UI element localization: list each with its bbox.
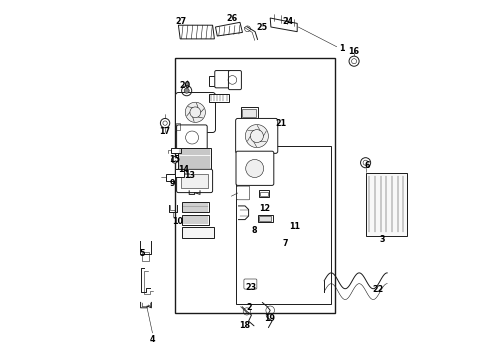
Text: 24: 24 — [283, 17, 294, 26]
Bar — [259, 190, 270, 197]
Circle shape — [172, 157, 178, 163]
Circle shape — [245, 125, 269, 148]
Text: 26: 26 — [226, 14, 237, 23]
FancyBboxPatch shape — [228, 71, 242, 90]
Bar — [366, 173, 407, 236]
Bar — [242, 109, 256, 117]
FancyBboxPatch shape — [244, 279, 257, 289]
Bar — [181, 174, 208, 188]
Polygon shape — [216, 22, 243, 36]
Bar — [175, 58, 335, 313]
Circle shape — [184, 88, 189, 93]
FancyBboxPatch shape — [236, 118, 278, 153]
Bar — [261, 192, 268, 196]
Circle shape — [349, 56, 359, 66]
Text: 9: 9 — [169, 179, 174, 188]
Text: 15: 15 — [170, 155, 180, 163]
Bar — [258, 215, 273, 222]
Text: 1: 1 — [339, 44, 344, 53]
Bar — [176, 123, 180, 130]
Bar — [182, 227, 215, 238]
Text: 11: 11 — [289, 222, 300, 231]
Bar — [259, 216, 271, 221]
FancyBboxPatch shape — [175, 93, 216, 132]
Text: 23: 23 — [245, 283, 257, 292]
Text: 6: 6 — [365, 161, 370, 170]
FancyBboxPatch shape — [215, 71, 231, 88]
Text: 17: 17 — [160, 127, 171, 136]
Text: 27: 27 — [175, 17, 187, 26]
Text: 19: 19 — [264, 314, 275, 323]
Text: 2: 2 — [246, 303, 252, 312]
Text: 10: 10 — [172, 217, 183, 226]
Bar — [166, 174, 175, 181]
Bar — [236, 146, 331, 304]
FancyBboxPatch shape — [176, 125, 207, 149]
Text: 13: 13 — [184, 171, 196, 180]
Bar — [178, 148, 211, 169]
Text: 18: 18 — [240, 321, 250, 330]
Text: 16: 16 — [348, 47, 359, 56]
Text: 7: 7 — [283, 239, 288, 248]
Bar — [171, 148, 181, 153]
Circle shape — [361, 158, 370, 168]
Text: 21: 21 — [275, 119, 287, 128]
Text: 14: 14 — [178, 165, 189, 174]
Text: 8: 8 — [251, 226, 257, 235]
FancyBboxPatch shape — [176, 169, 213, 193]
FancyBboxPatch shape — [236, 151, 274, 185]
Bar — [175, 169, 184, 177]
Text: 3: 3 — [380, 235, 385, 244]
Bar — [182, 215, 209, 225]
Bar — [142, 252, 149, 261]
Bar — [182, 202, 209, 212]
Bar — [209, 94, 229, 102]
Text: 4: 4 — [150, 335, 155, 343]
Circle shape — [185, 102, 205, 122]
Text: 25: 25 — [257, 23, 268, 32]
Text: 20: 20 — [179, 81, 190, 90]
Text: 5: 5 — [140, 249, 145, 258]
Circle shape — [245, 159, 264, 177]
Polygon shape — [178, 25, 215, 39]
Bar — [241, 107, 258, 119]
Text: 12: 12 — [259, 204, 270, 213]
FancyBboxPatch shape — [237, 186, 250, 200]
Bar — [209, 76, 223, 86]
Text: 22: 22 — [372, 285, 384, 294]
Polygon shape — [270, 18, 297, 32]
